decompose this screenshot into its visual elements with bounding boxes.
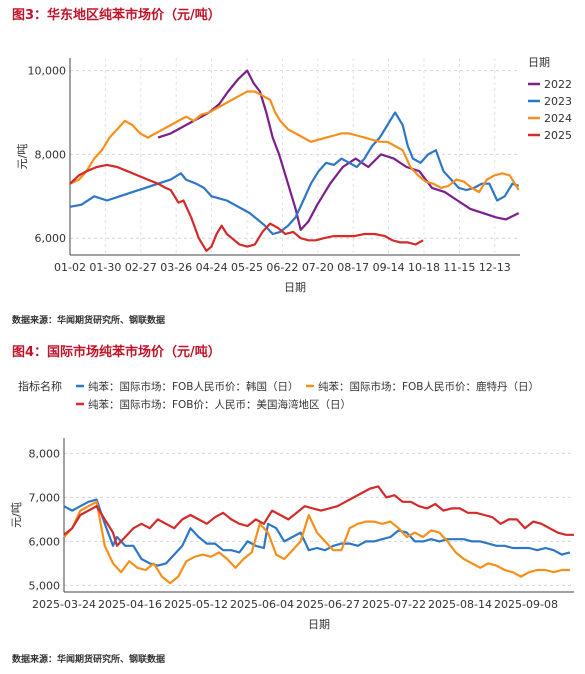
x-tick-label: 09-14 — [373, 261, 405, 274]
x-axis-title: 日期 — [308, 618, 330, 631]
series-line--FOB- — [63, 498, 571, 567]
series-line-2024 — [69, 90, 520, 194]
y-tick-label: 8,000 — [35, 148, 67, 161]
x-tick-label: 02-27 — [125, 261, 157, 274]
legend-label: 2025 — [544, 129, 572, 142]
series-line-2025 — [69, 163, 424, 252]
x-tick-label: 2025-06-27 — [296, 598, 360, 611]
x-tick-label: 08-17 — [337, 261, 369, 274]
legend-title: 指标名称 — [18, 379, 62, 393]
x-tick-label: 2025-07-22 — [362, 598, 426, 611]
x-tick-label: 11-15 — [443, 261, 475, 274]
chart-1: 6,000 8,000 10,000 01-02 01-30 02-27 03-26 04-2… — [16, 56, 572, 294]
series-line--FOB- — [63, 485, 574, 547]
y-tick-label: 7,000 — [29, 491, 61, 504]
x-tick-label: 2025-06-04 — [230, 598, 294, 611]
series-line--FOB- — [63, 500, 570, 585]
legend-label: 2022 — [544, 78, 572, 91]
chart-2: 指标名称 纯苯：国际市场：FOB人民币价：韩国（日） 纯苯：国际市场：FOB人民币价… — [10, 379, 574, 631]
x-tick-label: 2025-08-14 — [428, 598, 492, 611]
x-tick-label: 12-13 — [479, 261, 511, 274]
legend-label: 2024 — [544, 112, 572, 125]
legend-label: 2023 — [544, 95, 572, 108]
y-axis-title: 元/吨 — [16, 144, 29, 170]
x-tick-label: 10-18 — [408, 261, 440, 274]
x-tick-label: 2025-09-08 — [494, 598, 558, 611]
chart-1-source: 数据来源：华闻期货研究所、钢联数据 — [12, 316, 166, 326]
y-axis-title: 元/吨 — [10, 502, 23, 528]
y-tick-label: 8,000 — [29, 447, 61, 460]
x-tick-label: 04-24 — [196, 261, 228, 274]
x-tick-label: 01-02 — [54, 261, 86, 274]
series-line-2022 — [157, 69, 520, 231]
x-tick-label: 2025-05-12 — [164, 598, 228, 611]
x-tick-label: 06-22 — [266, 261, 298, 274]
x-tick-label: 03-26 — [160, 261, 192, 274]
x-tick-label: 2025-03-24 — [32, 598, 96, 611]
y-tick-label: 10,000 — [28, 65, 67, 78]
chart-2-title: 图4：国际市场纯苯市场价（元/吨） — [12, 345, 221, 360]
x-tick-label: 07-20 — [302, 261, 334, 274]
legend-label: 纯苯：国际市场：FOB人民币价：鹿特丹（日） — [318, 380, 539, 393]
x-tick-label: 01-30 — [89, 261, 121, 274]
x-tick-label: 05-25 — [231, 261, 263, 274]
legend-label: 纯苯：国际市场：FOB人民币价：韩国（日） — [88, 380, 299, 393]
x-axis-title: 日期 — [284, 281, 306, 294]
y-tick-label: 5,000 — [29, 579, 61, 592]
legend-title: 日期 — [528, 56, 550, 69]
chart-1-title: 图3：华东地区纯苯市场价（元/吨） — [12, 8, 221, 23]
x-tick-label: 2025-04-16 — [98, 598, 162, 611]
series-line-2023 — [69, 111, 520, 236]
y-tick-label: 6,000 — [35, 232, 67, 245]
legend-label: 纯苯：国际市场：FOB价：人民币：美国海湾地区（日） — [88, 398, 351, 411]
chart-2-source: 数据来源：华闻期货研究所、钢联数据 — [12, 655, 166, 665]
y-tick-label: 6,000 — [29, 535, 61, 548]
